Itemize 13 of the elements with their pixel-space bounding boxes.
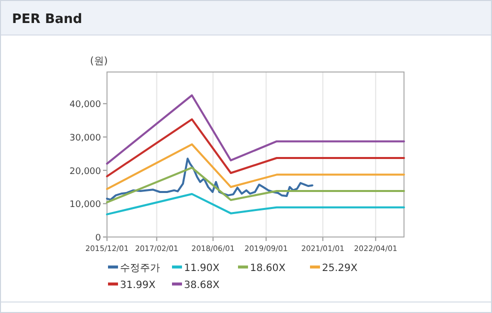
legend-label: 18.60X [250,263,286,274]
y-tick-label: 10,000 [70,200,102,210]
y-tick-label: 30,000 [70,134,102,144]
y-tick-label: 40,000 [70,100,102,110]
y-tick-label: 20,000 [70,166,102,177]
y-axis-title: (원) [90,56,108,67]
legend-label: 수정주가 [120,263,160,274]
legend-label: 25.29X [322,263,358,274]
legend-label: 38.68X [184,280,220,291]
legend-label: 31.99X [120,280,156,291]
y-tick-label: 0 [95,234,102,244]
legend-label: 11.90X [184,263,220,274]
chart-title: PER Band [12,12,82,27]
